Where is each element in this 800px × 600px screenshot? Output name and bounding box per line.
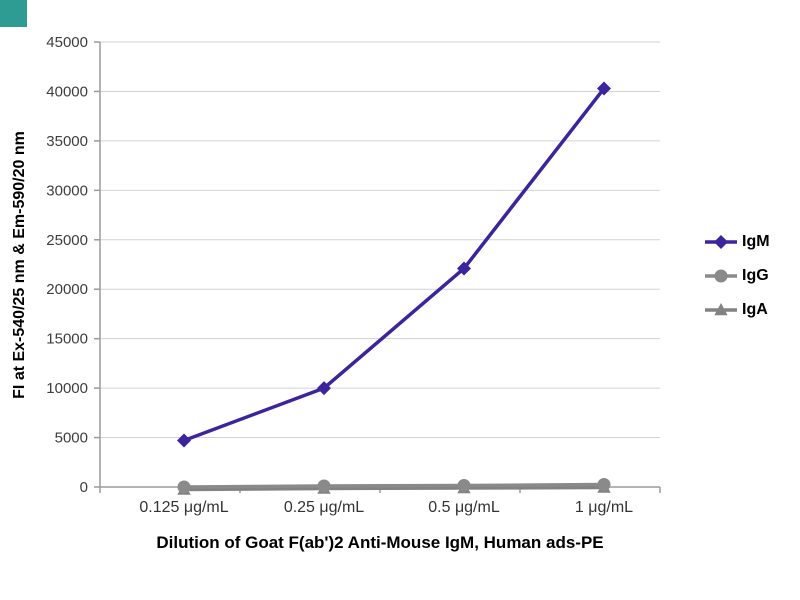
- legend-marker-shape: [714, 235, 728, 249]
- y-axis-title: FI at Ex-540/25 nm & Em-590/20 nm: [11, 131, 28, 399]
- y-tick-label: 0: [80, 479, 88, 496]
- y-tick-label: 20000: [46, 281, 88, 298]
- series-point-igm: [177, 433, 191, 448]
- y-tick-label: 35000: [46, 133, 88, 150]
- series-point-igm: [597, 81, 611, 96]
- y-tick-label: 40000: [46, 83, 88, 100]
- y-tick-label: 30000: [46, 182, 88, 199]
- series-point-igg: [457, 479, 471, 493]
- x-category-label: 0.25 μg/mL: [284, 499, 364, 516]
- series-point-igm: [457, 261, 471, 276]
- legend-label-igm: IgM: [742, 233, 770, 250]
- legend-item-igg: IgG: [703, 267, 770, 285]
- legend-item-igm: IgM: [703, 233, 770, 251]
- series-point-igg: [177, 480, 191, 494]
- y-tick-label: 25000: [46, 232, 88, 249]
- legend-marker-shape: [714, 303, 728, 316]
- iga-line-marker-icon: [705, 303, 737, 316]
- y-tick-label: 10000: [46, 380, 88, 397]
- legend-label-igg: IgG: [742, 267, 769, 284]
- y-tick-label: 45000: [46, 34, 88, 51]
- series-point-igg: [317, 479, 331, 493]
- x-category-label: 1 μg/mL: [575, 499, 633, 516]
- y-tick-label: 5000: [55, 430, 88, 447]
- series-point-igg: [597, 478, 611, 492]
- series-point-igm: [317, 381, 331, 396]
- igg-line-marker-icon: [705, 269, 737, 283]
- corner-decoration: [0, 0, 27, 27]
- x-category-label: 0.5 μg/mL: [428, 499, 500, 516]
- y-tick-label: 15000: [46, 331, 88, 348]
- series-line-igg: [182, 482, 606, 489]
- x-category-label: 0.125 μg/mL: [139, 499, 228, 516]
- chart-legend: IgM IgG IgA: [703, 233, 770, 319]
- igm-line-marker-icon: [705, 235, 737, 249]
- legend-marker-shape: [714, 269, 728, 283]
- series-line-iga: [182, 485, 606, 492]
- legend-item-iga: IgA: [703, 301, 770, 319]
- series-line-igm: [182, 86, 606, 443]
- x-axis-title: Dilution of Goat F(ab')2 Anti-Mouse IgM,…: [156, 533, 604, 552]
- legend-label-iga: IgA: [742, 301, 768, 318]
